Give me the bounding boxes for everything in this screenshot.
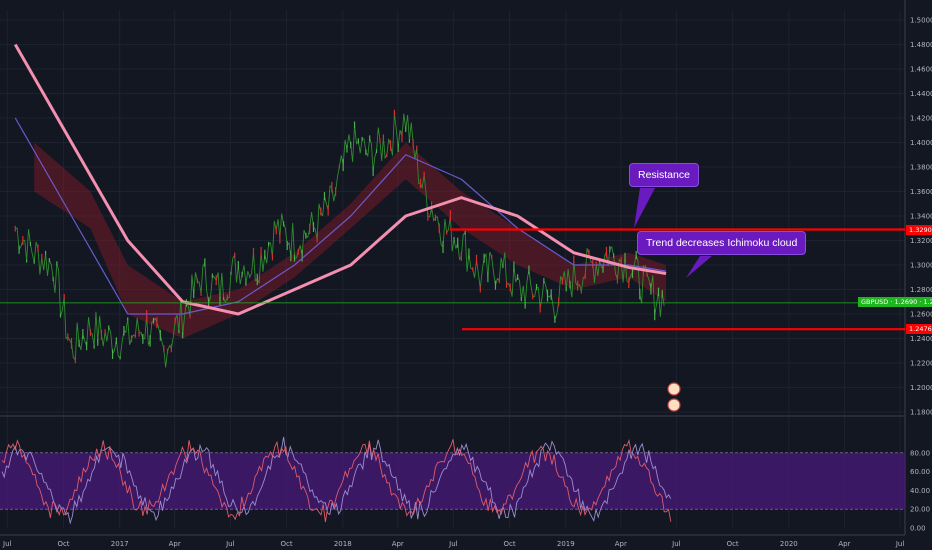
time-tick-label: Oct	[504, 540, 516, 548]
price-tick-label: 1.2400	[910, 335, 932, 343]
time-tick-label: Apr	[838, 540, 850, 548]
price-tick-label: 1.4800	[910, 41, 932, 49]
price-tick-label: 1.3800	[910, 164, 932, 172]
oscillator-tick-label: 60.00	[910, 468, 930, 476]
time-tick-label: Oct	[57, 540, 69, 548]
time-tick-label: 2019	[557, 540, 575, 548]
price-tag-current: GBPUSD · 1.2690 · 1.2691	[858, 297, 932, 307]
price-tag-resistance: 1.3290	[906, 225, 932, 235]
time-tick-label: 2017	[111, 540, 129, 548]
oscillator-band	[0, 452, 905, 510]
price-tick-label: 1.4200	[910, 115, 932, 123]
oscillator-tick-label: 40.00	[910, 487, 930, 495]
price-tick-label: 1.2800	[910, 286, 932, 294]
time-tick-label: Apr	[392, 540, 404, 548]
ichimoku-callout: Trend decreases Ichimoku cloud	[637, 231, 807, 255]
ma-long-line	[13, 43, 667, 316]
price-tick-label: 1.5000	[910, 17, 932, 25]
sticker-icon	[667, 398, 681, 412]
price-tick-label: 1.3400	[910, 213, 932, 221]
time-tick-label: Apr	[615, 540, 627, 548]
price-tick-label: 1.1800	[910, 409, 932, 417]
ichimoku-callout-pointer	[686, 256, 712, 278]
time-tick-label: Oct	[280, 540, 292, 548]
price-tick-label: 1.3600	[910, 188, 932, 196]
price-tick-label: 1.4600	[910, 66, 932, 74]
price-tick-label: 1.2600	[910, 311, 932, 319]
price-tick-label: 1.3000	[910, 262, 932, 270]
oscillator-tick-label: 0.00	[910, 525, 926, 533]
oscillator-line	[1, 439, 672, 523]
price-tag-support: 1.2476	[906, 324, 932, 334]
time-tick-label: 2020	[780, 540, 798, 548]
oscillator-tick-label: 20.00	[910, 506, 930, 514]
price-tick-label: 1.2200	[910, 360, 932, 368]
oscillator-line	[1, 436, 672, 525]
ma-short-line	[14, 117, 667, 315]
oscillator-tick-label: 80.00	[910, 449, 930, 457]
price-tick-label: 1.3200	[910, 237, 932, 245]
time-tick-label: Jul	[895, 540, 905, 548]
sticker-icon	[667, 382, 681, 396]
price-tick-label: 1.2000	[910, 384, 932, 392]
time-tick-label: Apr	[169, 540, 181, 548]
time-tick-label: Jul	[2, 540, 12, 548]
resistance-callout: Resistance	[629, 163, 699, 187]
resistance-callout-pointer	[634, 188, 655, 228]
time-tick-label: Jul	[671, 540, 681, 548]
price-tick-label: 1.4400	[910, 90, 932, 98]
price-tick-label: 1.4000	[910, 139, 932, 147]
time-tick-label: 2018	[334, 540, 352, 548]
time-tick-label: Oct	[727, 540, 739, 548]
time-tick-label: Jul	[448, 540, 458, 548]
time-tick-label: Jul	[225, 540, 235, 548]
